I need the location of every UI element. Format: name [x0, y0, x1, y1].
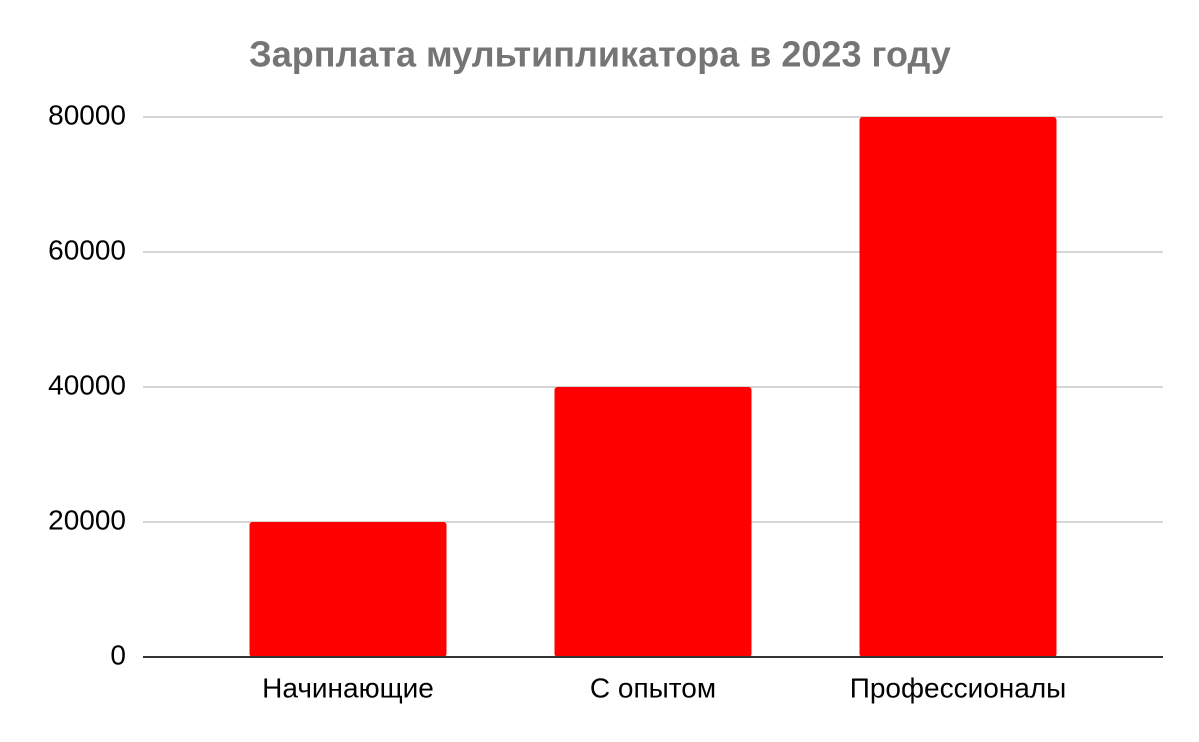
y-tick-label: 60000 — [48, 234, 126, 265]
x-tick-label: С опытом — [590, 672, 716, 703]
y-tick-label: 40000 — [48, 369, 126, 400]
x-tick-label: Начинающие — [262, 672, 434, 703]
x-tick-label: Профессионалы — [850, 672, 1067, 703]
bar — [859, 117, 1057, 657]
bar — [554, 387, 752, 657]
y-tick-label: 0 — [110, 639, 126, 670]
y-tick-label: 80000 — [48, 99, 126, 130]
y-tick-label: 20000 — [48, 504, 126, 535]
chart-title: Зарплата мультипликатора в 2023 году — [249, 34, 951, 75]
bar — [249, 522, 447, 657]
